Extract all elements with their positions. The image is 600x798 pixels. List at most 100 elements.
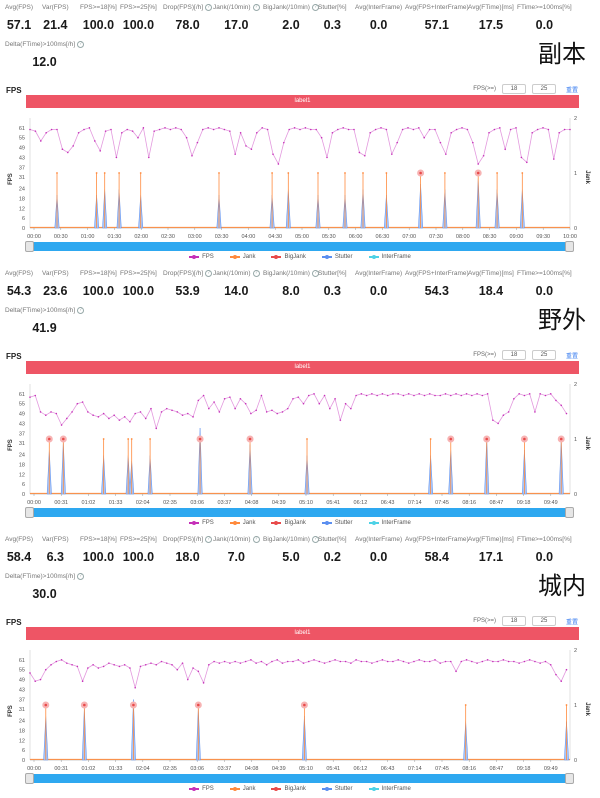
jank-event[interactable] xyxy=(428,438,434,495)
legend-item[interactable]: FPS xyxy=(189,254,214,260)
jank-event[interactable] xyxy=(125,438,131,495)
jank-event[interactable] xyxy=(463,704,469,761)
legend-item[interactable]: FPS xyxy=(189,520,214,526)
jank-event[interactable] xyxy=(45,435,53,495)
jank-event[interactable] xyxy=(194,701,202,761)
jank-event[interactable] xyxy=(304,438,310,495)
help-icon[interactable]: ? xyxy=(77,307,85,314)
legend-item[interactable]: InterFrame xyxy=(368,520,411,526)
slider-handle-left[interactable] xyxy=(25,507,34,518)
jank-event[interactable] xyxy=(417,169,425,229)
jank-marker xyxy=(464,704,467,706)
fps-point xyxy=(380,127,382,129)
bigjank-marker xyxy=(523,437,526,441)
legend-item[interactable]: Stutter xyxy=(321,520,353,526)
help-icon[interactable]: ? xyxy=(205,536,213,543)
help-icon[interactable]: ? xyxy=(205,4,213,11)
jank-marker xyxy=(95,172,98,174)
slider-handle-left[interactable] xyxy=(25,773,34,784)
jank-event[interactable] xyxy=(442,172,448,229)
label-band[interactable]: label1 xyxy=(26,627,579,640)
help-icon[interactable]: ? xyxy=(205,270,213,277)
label-band[interactable]: label1 xyxy=(26,361,579,374)
legend-item[interactable]: BigJank xyxy=(271,254,306,260)
jank-event[interactable] xyxy=(300,701,308,761)
label-band[interactable]: label1 xyxy=(26,95,579,108)
help-icon[interactable]: ? xyxy=(77,573,85,580)
help-icon[interactable]: ? xyxy=(252,4,260,11)
threshold-input[interactable]: 25 xyxy=(531,616,556,626)
reset-link[interactable]: 重置 xyxy=(565,353,578,360)
slider-handle-right[interactable] xyxy=(565,507,574,518)
help-icon[interactable]: ? xyxy=(77,41,85,48)
legend-item[interactable]: Jank xyxy=(229,254,255,260)
fps-threshold-controls: FPS(>=) 18 25 重置 xyxy=(473,84,578,94)
x-tick-label: 03:00 xyxy=(188,234,202,240)
reset-link[interactable]: 重置 xyxy=(565,87,578,94)
jank-event[interactable] xyxy=(42,701,50,761)
jank-event[interactable] xyxy=(483,435,491,495)
threshold-input[interactable]: 25 xyxy=(531,350,556,360)
jank-event[interactable] xyxy=(147,438,153,495)
fps-point xyxy=(66,417,68,420)
help-icon[interactable]: ? xyxy=(311,270,319,277)
jank-event[interactable] xyxy=(360,172,366,229)
jank-event[interactable] xyxy=(285,172,291,229)
jank-event[interactable] xyxy=(59,435,67,495)
jank-event[interactable] xyxy=(383,172,389,229)
legend-item[interactable]: BigJank xyxy=(271,786,306,792)
jank-event[interactable] xyxy=(129,699,137,761)
help-icon[interactable]: ? xyxy=(252,536,260,543)
legend-item[interactable]: Jank xyxy=(229,786,255,792)
legend-item[interactable]: BigJank xyxy=(271,520,306,526)
jank-event[interactable] xyxy=(138,172,144,229)
threshold-input[interactable]: 18 xyxy=(501,350,526,360)
threshold-input[interactable]: 18 xyxy=(501,616,526,626)
legend-item[interactable]: FPS xyxy=(189,786,214,792)
jank-event[interactable] xyxy=(269,172,275,229)
slider-handle-left[interactable] xyxy=(25,241,34,252)
legend-item[interactable]: InterFrame xyxy=(368,786,411,792)
reset-link[interactable]: 重置 xyxy=(565,619,578,626)
stat-label: FPS>=25[%] xyxy=(120,269,157,278)
jank-event[interactable] xyxy=(494,172,500,229)
fps-point xyxy=(118,419,121,421)
jank-event[interactable] xyxy=(101,438,107,495)
jank-event[interactable] xyxy=(116,172,122,229)
help-icon[interactable]: ? xyxy=(311,4,319,11)
threshold-input[interactable]: 25 xyxy=(531,84,556,94)
jank-event[interactable] xyxy=(520,435,528,495)
jank-event[interactable] xyxy=(216,172,222,229)
jank-event[interactable] xyxy=(342,172,348,229)
jank-event[interactable] xyxy=(94,172,100,229)
x-tick-label: 05:30 xyxy=(322,234,336,240)
jank-event[interactable] xyxy=(315,172,321,229)
help-icon[interactable]: ? xyxy=(311,536,319,543)
fps-point xyxy=(337,128,339,131)
jank-event[interactable] xyxy=(246,435,254,495)
jank-event[interactable] xyxy=(196,427,204,495)
jank-event[interactable] xyxy=(447,435,455,495)
legend-item[interactable]: Stutter xyxy=(321,786,353,792)
jank-event[interactable] xyxy=(564,704,569,761)
range-slider[interactable] xyxy=(25,241,574,252)
range-slider[interactable] xyxy=(25,507,574,518)
jank-event[interactable] xyxy=(557,435,565,495)
legend-item[interactable]: InterFrame xyxy=(368,254,411,260)
fps-series-line xyxy=(29,659,567,688)
jank-event[interactable] xyxy=(519,172,525,229)
slider-handle-right[interactable] xyxy=(565,773,574,784)
threshold-input[interactable]: 18 xyxy=(501,84,526,94)
jank-event[interactable] xyxy=(474,169,482,229)
jank-event[interactable] xyxy=(54,172,60,229)
help-icon[interactable]: ? xyxy=(252,270,260,277)
jank-event[interactable] xyxy=(129,438,135,495)
range-slider[interactable] xyxy=(25,773,574,784)
legend-item[interactable]: Stutter xyxy=(321,254,353,260)
jank-event[interactable] xyxy=(80,701,88,761)
slider-handle-right[interactable] xyxy=(565,241,574,252)
stat-label: FPS>=18[%] xyxy=(80,269,117,278)
legend-item[interactable]: Jank xyxy=(229,520,255,526)
jank-event[interactable] xyxy=(102,172,108,229)
